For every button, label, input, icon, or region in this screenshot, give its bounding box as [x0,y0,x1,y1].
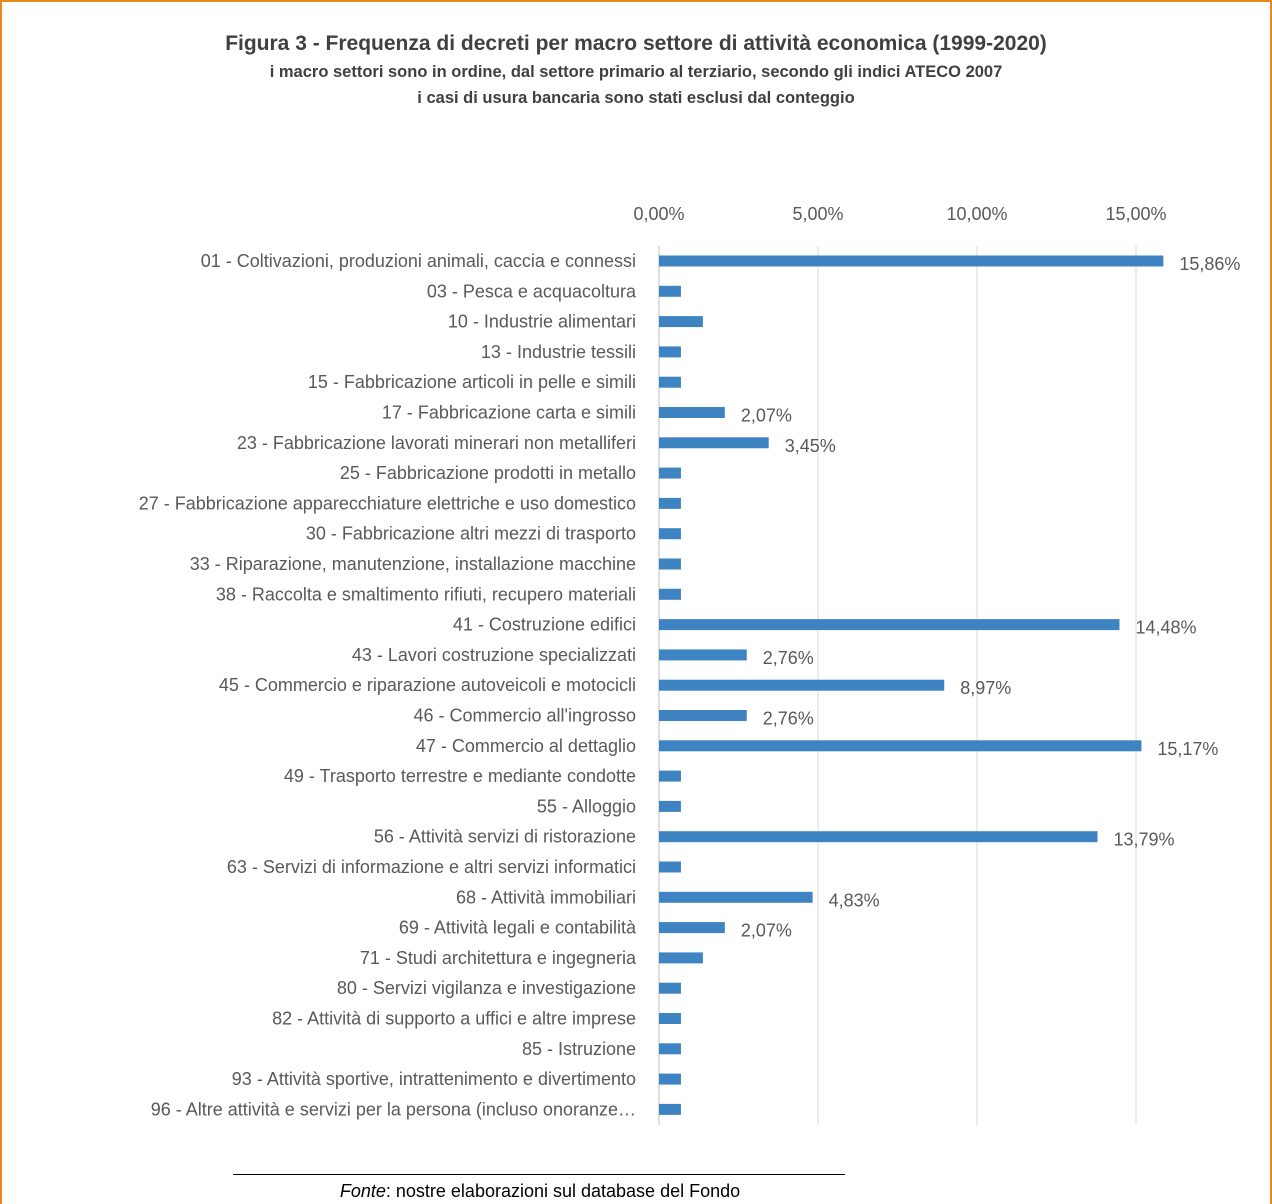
bar [659,922,725,934]
bar [659,831,1098,843]
category-label: 43 - Lavori costruzione specializzati [352,645,636,665]
bar [659,346,681,358]
bar [659,679,945,691]
bar [659,376,681,388]
source-note: Fonte: nostre elaborazioni sul database … [0,1181,1080,1202]
bar [659,1073,681,1085]
category-label: 17 - Fabbricazione carta e simili [382,403,636,423]
bar [659,285,681,297]
category-label: 25 - Fabbricazione prodotti in metallo [340,463,636,483]
category-label: 13 - Industrie tessili [481,342,636,362]
category-label: 23 - Fabbricazione lavorati minerari non… [237,433,636,453]
bar [659,467,681,479]
category-label: 68 - Attività immobiliari [456,887,636,907]
bar [659,982,681,994]
data-label: 15,17% [1157,739,1218,759]
bar [659,437,769,449]
bar [659,1013,681,1024]
data-label: 8,97% [960,678,1011,698]
category-label: 85 - Istruzione [522,1039,636,1059]
bar [659,891,813,903]
bar [659,619,1120,631]
category-label: 45 - Commercio e riparazione autoveicoli… [219,675,636,695]
data-label: 2,07% [741,921,792,941]
category-label: 63 - Servizi di informazione e altri ser… [227,857,636,877]
category-label: 69 - Attività legali e contabilità [399,918,637,938]
x-tick-label: 10,00% [946,204,1007,224]
category-label: 49 - Trasporto terrestre e mediante cond… [284,766,636,786]
chart-subtitle-line-2: i casi di usura bancaria sono stati escl… [417,89,855,107]
bar [659,770,681,782]
category-label: 41 - Costruzione edifici [453,615,636,635]
data-label: 4,83% [829,890,880,910]
bar [659,740,1142,752]
source-divider [233,1174,845,1175]
data-label: 2,76% [763,648,814,668]
bar [659,528,681,540]
data-label: 2,76% [763,709,814,729]
bar [659,407,725,418]
category-label: 56 - Attività servizi di ristorazione [374,827,636,847]
x-tick-label: 5,00% [792,204,843,224]
chart-subtitle-line-1: i macro settori sono in ordine, dal sett… [269,63,1003,81]
bar [659,1103,681,1115]
category-label: 33 - Riparazione, manutenzione, installa… [190,554,636,574]
bar [659,710,747,721]
data-label: 13,79% [1114,830,1175,850]
category-label: 27 - Fabbricazione apparecchiature elett… [139,493,636,513]
bar-chart: 0,00% 5,00% 10,00% 15,00% 01 - Coltivazioni,… [139,204,1240,1125]
source-prefix: Fonte [339,1181,386,1201]
category-label: 46 - Commercio all'ingrosso [413,706,636,726]
source-text: : nostre elaborazioni sul database del F… [385,1181,741,1201]
chart-title: Figura 3 - Frequenza di decreti per macr… [225,32,1047,55]
category-label: 47 - Commercio al dettaglio [416,736,636,756]
category-label: 01 - Coltivazioni, produzioni animali, c… [201,251,636,271]
data-label: 3,45% [785,436,836,456]
bar [659,861,681,873]
bar [659,255,1164,267]
data-label: 14,48% [1135,618,1196,638]
bar [659,497,681,509]
category-label: 15 - Fabbricazione articoli in pelle e s… [308,372,636,392]
category-label: 03 - Pesca e acquacoltura [427,281,637,301]
bar [659,316,703,328]
bar [659,952,703,964]
category-label: 82 - Attività di supporto a uffici e alt… [272,1009,636,1029]
category-label: 30 - Fabbricazione altri mezzi di traspo… [306,524,636,544]
category-label: 55 - Alloggio [537,796,636,816]
data-label: 2,07% [741,406,792,426]
category-label: 10 - Industrie alimentari [448,312,636,332]
category-label: 71 - Studi architettura e ingegneria [360,948,637,968]
category-label: 80 - Servizi vigilanza e investigazione [337,978,636,998]
category-label: 38 - Raccolta e smaltimento rifiuti, rec… [216,584,636,604]
category-label: 96 - Altre attività e servizi per la per… [151,1099,636,1119]
bar [659,588,681,600]
category-label: 93 - Attività sportive, intrattenimento … [232,1069,636,1089]
x-tick-label: 0,00% [633,204,684,224]
bar [659,1043,681,1055]
bar [659,558,681,570]
bar [659,649,747,661]
bar [659,800,681,812]
x-tick-label: 15,00% [1105,204,1166,224]
data-label: 15,86% [1179,254,1240,274]
